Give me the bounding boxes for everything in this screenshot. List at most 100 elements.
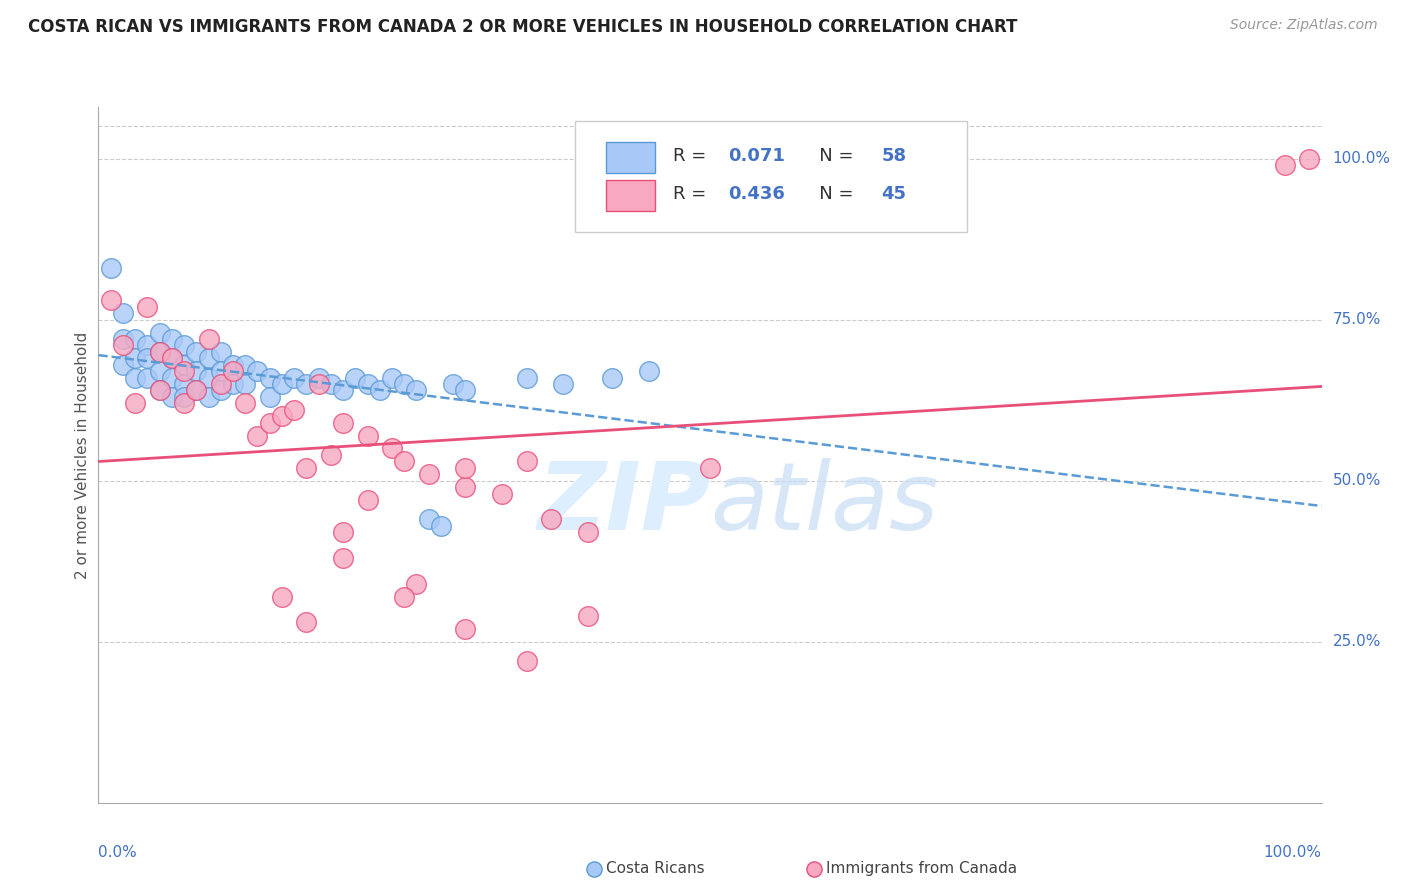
Point — [392, 454, 416, 468]
Point — [454, 622, 477, 636]
Text: R =: R = — [673, 185, 713, 203]
Point — [454, 480, 477, 494]
Point — [186, 384, 208, 398]
Point — [1298, 152, 1320, 166]
Point — [270, 377, 294, 392]
Point — [111, 358, 134, 372]
Point — [319, 377, 342, 392]
Point — [540, 512, 562, 526]
Point — [418, 512, 440, 526]
Point — [430, 518, 453, 533]
Point — [637, 364, 661, 378]
Point — [356, 377, 378, 392]
Point — [295, 460, 318, 475]
Point — [209, 377, 232, 392]
Point — [308, 377, 330, 392]
Point — [441, 377, 464, 392]
Text: 0.436: 0.436 — [728, 185, 786, 203]
Point — [173, 390, 195, 404]
Point — [136, 370, 159, 384]
Point — [576, 525, 599, 540]
Point — [197, 351, 219, 366]
FancyBboxPatch shape — [606, 180, 655, 211]
Point — [197, 370, 219, 384]
Point — [332, 384, 354, 398]
Point — [124, 351, 146, 366]
Point — [186, 384, 208, 398]
Point — [344, 370, 367, 384]
Point — [124, 396, 146, 410]
Point — [405, 576, 427, 591]
Point — [332, 416, 354, 430]
Point — [332, 551, 354, 566]
Point — [149, 344, 172, 359]
Point — [356, 428, 378, 442]
Point — [259, 370, 281, 384]
Point — [295, 377, 318, 392]
Point — [233, 396, 256, 410]
Text: 100.0%: 100.0% — [1333, 151, 1391, 166]
Point — [197, 390, 219, 404]
Point — [803, 857, 825, 871]
Point — [270, 590, 294, 604]
Point — [160, 332, 183, 346]
Text: COSTA RICAN VS IMMIGRANTS FROM CANADA 2 OR MORE VEHICLES IN HOUSEHOLD CORRELATIO: COSTA RICAN VS IMMIGRANTS FROM CANADA 2 … — [28, 18, 1018, 36]
Point — [209, 384, 232, 398]
Point — [124, 370, 146, 384]
Point — [186, 364, 208, 378]
Point — [111, 332, 134, 346]
Point — [209, 364, 232, 378]
Point — [149, 384, 172, 398]
Point — [454, 460, 477, 475]
Point — [1274, 158, 1296, 172]
Point — [222, 358, 245, 372]
Text: R =: R = — [673, 147, 713, 165]
Point — [111, 338, 134, 352]
Point — [222, 377, 245, 392]
Point — [160, 370, 183, 384]
Point — [283, 402, 305, 417]
Point — [209, 344, 232, 359]
Text: Source: ZipAtlas.com: Source: ZipAtlas.com — [1230, 18, 1378, 32]
Point — [699, 460, 721, 475]
Text: 25.0%: 25.0% — [1333, 634, 1381, 649]
Point — [100, 293, 122, 308]
Point — [173, 377, 195, 392]
Point — [233, 377, 256, 392]
Text: N =: N = — [801, 185, 859, 203]
Point — [173, 396, 195, 410]
Text: 58: 58 — [882, 147, 907, 165]
Point — [368, 384, 391, 398]
Point — [149, 344, 172, 359]
Text: Costa Ricans: Costa Ricans — [606, 862, 704, 877]
Point — [124, 332, 146, 346]
Point — [100, 261, 122, 276]
Point — [392, 377, 416, 392]
Point — [136, 300, 159, 314]
Point — [136, 338, 159, 352]
Point — [259, 416, 281, 430]
Text: 50.0%: 50.0% — [1333, 473, 1381, 488]
Point — [186, 344, 208, 359]
Point — [381, 442, 404, 456]
Point — [308, 370, 330, 384]
Point — [582, 857, 605, 871]
Text: 0.0%: 0.0% — [98, 845, 138, 860]
Text: Immigrants from Canada: Immigrants from Canada — [827, 862, 1018, 877]
Point — [173, 338, 195, 352]
Point — [111, 306, 134, 320]
Point — [576, 609, 599, 624]
Point — [173, 364, 195, 378]
FancyBboxPatch shape — [606, 142, 655, 173]
Y-axis label: 2 or more Vehicles in Household: 2 or more Vehicles in Household — [75, 331, 90, 579]
Point — [136, 351, 159, 366]
Point — [553, 377, 575, 392]
Text: 100.0%: 100.0% — [1264, 845, 1322, 860]
Point — [491, 486, 513, 500]
Point — [246, 428, 269, 442]
Point — [405, 384, 427, 398]
Point — [270, 409, 294, 424]
Point — [515, 654, 537, 668]
Point — [515, 370, 537, 384]
Point — [283, 370, 305, 384]
